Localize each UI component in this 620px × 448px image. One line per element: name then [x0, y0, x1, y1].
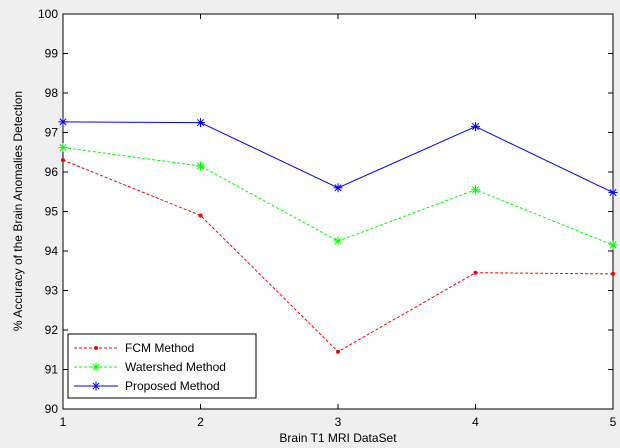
y-tick-label: 98: [45, 86, 59, 100]
legend-box: [67, 333, 257, 399]
y-tick-label: 92: [45, 323, 59, 337]
x-tick-label: 1: [60, 415, 67, 429]
y-tick-label: 96: [45, 165, 59, 179]
y-tick-label: 91: [45, 363, 59, 377]
y-axis-label: % Accuracy of the Brain Anomalies Detect…: [11, 91, 25, 331]
legend-marker-3: [91, 381, 101, 391]
series-2-point: [196, 161, 205, 171]
series-lines: [58, 117, 618, 354]
legend-marker-2: [91, 362, 101, 372]
series-1-point: [473, 270, 478, 275]
series-3-point: [58, 117, 68, 127]
series-1-point: [198, 213, 203, 218]
y-tick-label: 95: [45, 205, 59, 219]
ticks: 90 91 92 93 94 95 96 97 98 99 100 1 2 3 4 5: [38, 7, 617, 429]
x-axis-label: Brain T1 MRI DataSet: [279, 431, 397, 445]
series-2-point: [333, 236, 343, 246]
x-tick-label: 3: [335, 415, 342, 429]
series-3-point: [333, 183, 343, 193]
legend: FCM Method Watershed Method Proposed Metho…: [67, 333, 257, 399]
legend-label-2: Watershed Method: [125, 360, 226, 374]
series-1-point: [61, 158, 65, 163]
y-tick-label: 94: [45, 244, 59, 258]
series-1-point: [336, 349, 340, 354]
x-tick-label: 5: [610, 415, 617, 429]
series-3-point: [196, 118, 205, 128]
series-3-point: [608, 188, 618, 198]
y-tick-label: 90: [45, 402, 59, 416]
x-tick-label: 2: [197, 415, 204, 429]
y-tick-label: 100: [38, 7, 58, 21]
series-2-point: [608, 240, 618, 250]
series-2-point: [58, 143, 68, 153]
y-tick-label: 93: [45, 284, 59, 298]
legend-label-3: Proposed Method: [125, 379, 220, 393]
series-3-point: [471, 122, 480, 132]
y-tick-label: 97: [45, 126, 59, 140]
series-1-point: [611, 271, 615, 276]
y-tick-label: 99: [45, 47, 59, 61]
series-2-point: [471, 185, 480, 195]
x-tick-label: 4: [472, 415, 479, 429]
legend-marker-1: [94, 346, 98, 350]
legend-label-1: FCM Method: [125, 341, 194, 355]
